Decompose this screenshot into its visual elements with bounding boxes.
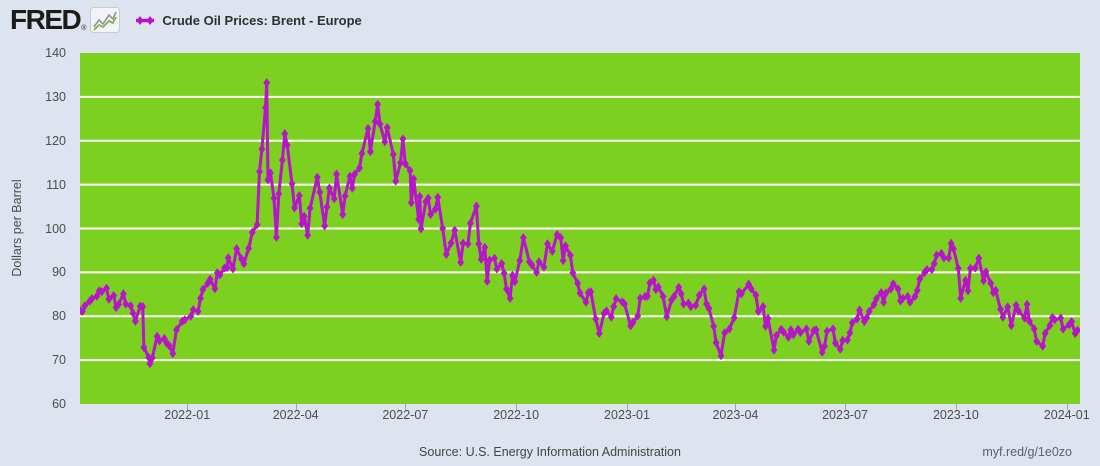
registered-trademark-icon: ® xyxy=(81,25,87,32)
x-tick-mark xyxy=(955,404,957,410)
x-tick-label: 2024-01 xyxy=(1043,408,1090,422)
x-tick-label: 2023-07 xyxy=(822,408,868,422)
y-tick-label: 60 xyxy=(52,397,66,411)
y-tick-label: 80 xyxy=(52,309,66,324)
fred-logo-text: FRED xyxy=(10,4,82,35)
x-tick-label: 2022-10 xyxy=(493,408,540,422)
y-tick-label: 70 xyxy=(52,353,66,368)
graph-header: FRED ® Crude Oil Prices: Brent - Europe xyxy=(10,5,362,35)
x-tick-mark xyxy=(295,404,297,410)
x-tick-mark xyxy=(626,404,628,410)
y-tick-label: 100 xyxy=(45,221,66,236)
x-tick-mark xyxy=(187,404,189,410)
x-tick-label: 2022-01 xyxy=(164,408,211,422)
x-tick-label: 2023-04 xyxy=(712,408,759,422)
x-tick-mark xyxy=(405,404,407,410)
source-text: Source: U.S. Energy Information Administ… xyxy=(419,445,681,459)
plot-area[interactable] xyxy=(80,53,1080,404)
fred-logo-chart-icon xyxy=(90,7,121,33)
x-tick-label: 2022-07 xyxy=(382,408,429,422)
graph-short-url-link[interactable]: myf.red/g/1e0zo xyxy=(982,445,1072,459)
series-title: Crude Oil Prices: Brent - Europe xyxy=(162,12,362,28)
y-tick-label: 140 xyxy=(45,46,66,60)
y-tick-label: 90 xyxy=(52,265,66,280)
series-legend: Crude Oil Prices: Brent - Europe xyxy=(134,12,362,28)
y-tick-label: 120 xyxy=(45,133,66,148)
x-tick-label: 2022-04 xyxy=(272,408,319,422)
y-tick-label: 110 xyxy=(46,177,66,192)
x-tick-label: 2023-10 xyxy=(932,408,979,422)
x-tick-mark xyxy=(735,404,737,410)
x-tick-label: 2023-01 xyxy=(604,408,650,422)
y-tick-label: 130 xyxy=(45,89,66,104)
fred-logo[interactable]: FRED ® xyxy=(10,4,121,35)
x-tick-mark xyxy=(1066,404,1068,410)
price-line-chart xyxy=(80,53,1080,404)
x-tick-mark xyxy=(845,404,847,410)
x-tick-mark xyxy=(516,404,518,410)
series-marker-icon xyxy=(136,15,155,25)
